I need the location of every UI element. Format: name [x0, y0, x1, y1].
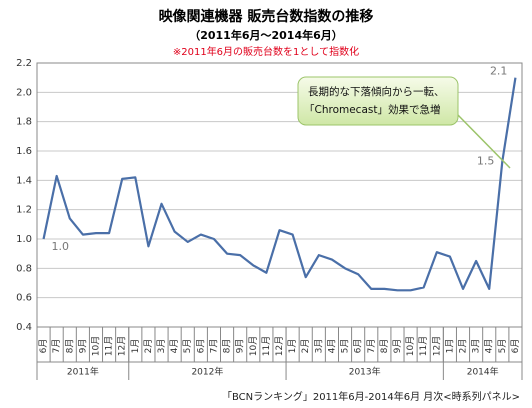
y-tick-label: 2.0	[16, 87, 32, 98]
callout-pointer	[454, 111, 511, 169]
y-tick-label: 0.4	[16, 322, 32, 333]
year-label: 2012年	[191, 366, 223, 378]
y-tick-label: 1.6	[16, 146, 32, 157]
callout-line: 長期的な下落傾向から一転、	[308, 85, 445, 98]
x-tick-label: 9月	[235, 339, 246, 354]
callout-box	[297, 76, 459, 126]
chart-title: 映像関連機器 販売台数指数の推移	[159, 8, 374, 25]
plot-border	[36, 62, 523, 328]
x-tick-label: 3月	[313, 339, 324, 354]
x-tick-label: 12月	[117, 336, 128, 356]
x-tick-label: 8月	[222, 339, 233, 354]
x-tick-label: 12月	[274, 336, 285, 356]
x-tick-label: 2月	[300, 339, 311, 354]
x-tick-label: 2月	[458, 339, 469, 354]
x-tick-label: 11月	[418, 336, 429, 356]
plot-area: 0.40.60.81.01.21.41.61.82.02.26月 7月 8月 9月 10…	[16, 58, 523, 380]
y-tick-label: 1.2	[16, 205, 32, 216]
x-tick-label: 4月	[484, 339, 495, 354]
x-tick-label: 7月	[51, 339, 62, 354]
y-tick-label: 1.0	[16, 234, 32, 245]
x-tick-label: 6月	[38, 339, 49, 354]
x-tick-label: 7月	[208, 339, 219, 354]
x-tick-label: 4月	[169, 339, 180, 354]
x-tick-label: 9月	[77, 339, 88, 354]
x-tick-label: 8月	[64, 339, 75, 354]
data-label: 1.5	[477, 154, 495, 167]
x-tick-label: 11月	[261, 336, 272, 356]
x-tick-label: 10月	[90, 336, 101, 356]
chart-note: ※2011年6月の販売台数を1として指数化	[173, 45, 359, 58]
y-tick-label: 0.6	[16, 293, 32, 304]
x-tick-label: 6月	[195, 339, 206, 354]
callout-line: 「Chromecast」効果で急増	[304, 103, 440, 116]
y-tick-label: 2.2	[16, 58, 32, 69]
y-tick-label: 0.8	[16, 263, 32, 274]
chart-subtitle: （2011年6月～2014年6月）	[189, 28, 343, 42]
x-tick-label: 5月	[340, 339, 351, 354]
y-tick-label: 1.4	[16, 175, 32, 186]
x-tick-label: 9月	[392, 339, 403, 354]
data-label: 1.0	[52, 240, 70, 253]
x-tick-label: 3月	[156, 339, 167, 354]
series-line	[42, 77, 517, 292]
x-tick-label: 8月	[379, 339, 390, 354]
x-tick-label: 5月	[182, 339, 193, 354]
year-label: 2011年	[67, 366, 99, 378]
year-label: 2014年	[467, 366, 499, 378]
x-tick-label: 1月	[444, 339, 455, 354]
source: 「BCNランキング」2011年6月-2014年6月 月次<時系列パネル>	[222, 390, 520, 403]
data-label: 2.1	[490, 65, 508, 78]
x-tick-label: 1月	[287, 339, 298, 354]
x-tick-label: 12月	[431, 336, 442, 356]
x-tick-label: 5月	[497, 339, 508, 354]
x-tick-label: 3月	[471, 339, 482, 354]
x-tick-label: 4月	[326, 339, 337, 354]
x-tick-label: 2月	[143, 339, 154, 354]
year-label: 2013年	[349, 366, 381, 378]
x-tick-label: 6月	[353, 339, 364, 354]
x-tick-label: 10月	[405, 336, 416, 356]
x-tick-label: 7月	[366, 339, 377, 354]
x-tick-label: 11月	[104, 336, 115, 356]
x-tick-label: 1月	[130, 339, 141, 354]
x-tick-label: 6月	[510, 339, 521, 354]
y-tick-label: 1.8	[16, 117, 32, 128]
x-tick-label: 10月	[248, 336, 259, 356]
